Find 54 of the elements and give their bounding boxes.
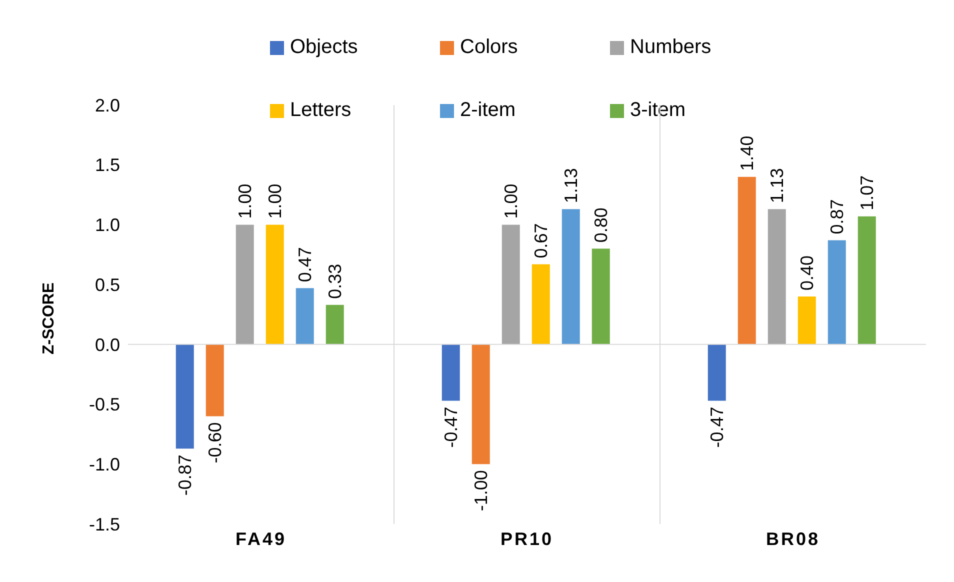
bar xyxy=(858,216,876,344)
data-label: -0.47 xyxy=(440,406,461,448)
bar xyxy=(206,344,224,416)
data-label: 0.87 xyxy=(826,199,847,234)
y-axis-title: Z-SCORE xyxy=(40,282,58,354)
y-tick-label: 1.5 xyxy=(94,155,120,176)
data-label: 0.67 xyxy=(530,223,551,258)
bar xyxy=(176,344,194,449)
bar xyxy=(472,344,490,464)
legend-label: Numbers xyxy=(630,36,712,59)
data-label: -1.00 xyxy=(470,470,491,512)
data-label: 1.00 xyxy=(500,184,521,219)
y-tick-label: -1.0 xyxy=(88,454,120,475)
data-label: 0.80 xyxy=(590,208,611,243)
data-label: 1.00 xyxy=(234,184,255,219)
legend-label: Objects xyxy=(290,36,358,59)
bar xyxy=(738,176,756,344)
bar xyxy=(532,264,550,344)
data-label: 1.40 xyxy=(736,136,757,171)
data-label: 0.47 xyxy=(294,247,315,282)
bar xyxy=(442,344,460,401)
x-tick-label: PR10 xyxy=(500,528,554,549)
bar xyxy=(828,240,846,344)
y-tick-label: -0.5 xyxy=(88,394,120,415)
bar xyxy=(326,304,344,344)
bar xyxy=(502,224,520,344)
legend-label: Colors xyxy=(460,36,518,59)
data-label: -0.47 xyxy=(706,406,727,448)
data-label: 0.33 xyxy=(324,264,345,299)
bar xyxy=(768,209,786,344)
data-label: -0.87 xyxy=(174,454,195,496)
data-label: -0.60 xyxy=(204,422,225,464)
legend-label: Letters xyxy=(290,99,352,122)
data-label: 0.40 xyxy=(796,255,817,291)
legend-label: 2-item xyxy=(460,99,516,122)
bar xyxy=(562,209,580,344)
y-tick-label: 1.0 xyxy=(94,215,120,236)
y-tick-label: 0.0 xyxy=(94,334,120,355)
bar xyxy=(266,224,284,344)
x-tick-label: BR08 xyxy=(766,528,820,549)
bar xyxy=(798,296,816,344)
data-label: 1.00 xyxy=(264,184,285,219)
data-label: 1.13 xyxy=(766,168,787,204)
y-tick-label: 2.0 xyxy=(94,95,120,116)
y-tick-label: 0.5 xyxy=(94,274,120,295)
bar xyxy=(592,248,610,344)
bar xyxy=(296,288,314,344)
bar xyxy=(236,224,254,344)
x-tick-label: FA49 xyxy=(235,528,287,549)
data-label: 1.13 xyxy=(560,168,581,204)
y-tick-label: -1.5 xyxy=(88,514,120,534)
data-label: 1.07 xyxy=(856,175,877,210)
legend-label: 3-item xyxy=(630,99,686,122)
bar xyxy=(708,344,726,401)
